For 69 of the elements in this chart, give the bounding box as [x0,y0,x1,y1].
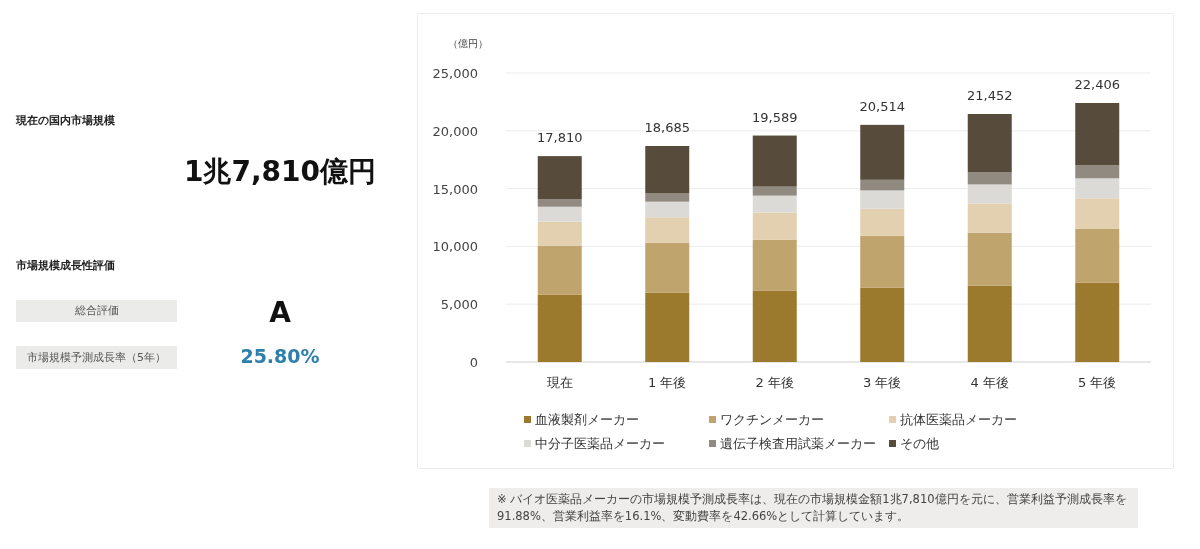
bar [645,201,690,218]
bar [537,156,582,200]
total-label: 19,589 [752,109,798,125]
legend-label: 遺伝子検査用試薬メーカー [720,436,876,451]
total-label: 18,685 [644,120,690,135]
bar [967,172,1012,185]
bar [645,192,690,202]
bar [860,190,905,209]
bar [1075,178,1120,199]
bar [967,232,1012,286]
bar [537,221,582,246]
total-label: 20,514 [859,98,905,114]
legend-label: その他 [900,436,939,451]
y-tick-label: 5,000 [440,297,478,313]
x-tick-label: 2 年後 [755,375,794,390]
text: 25.80% [239,345,321,367]
text: 総合評価 [16,300,177,322]
bar [860,208,905,236]
legend-label: ワクチンメーカー [720,412,824,427]
total-label: 21,452 [967,88,1013,104]
legend-label: 血液製剤メーカー [535,412,639,427]
bar [860,179,905,191]
bar [752,195,797,213]
total-label: 17,810 [537,130,583,146]
y-tick-label: 20,000 [432,123,478,139]
x-tick-label: 1 年後 [648,375,687,390]
text: 現在の国内市場規模 [16,113,116,128]
x-tick-label: 4 年後 [970,375,1009,390]
bar [1075,102,1120,166]
bar [537,199,582,207]
bar [537,294,582,362]
y-axis-title: （億円） [448,38,488,49]
bar [1075,282,1120,362]
x-tick-label: 5 年後 [1078,375,1117,390]
y-tick-label: 10,000 [432,239,478,255]
text: 1兆7,810億円 [182,154,378,190]
bar [537,206,582,222]
bar [752,186,797,196]
bar [752,239,797,291]
x-tick-label: 現在 [546,375,573,390]
bar [752,135,797,187]
y-tick-label: 25,000 [432,66,478,81]
bar [752,290,797,362]
bar [967,184,1012,204]
legend-label: 抗体医薬品メーカー [900,412,1017,427]
bar [860,124,905,180]
text: ※ バイオ医薬品メーカーの市場規模予測成長率は、現在の市場規模金額1兆7,810億円を元に、営業利益予測成長率を91.88%、営業利益率を16.1%、変動費率を42.66%として計算しています。 [489,488,1138,528]
x-tick-label: 3 年後 [863,375,902,390]
text: A [268,296,292,329]
bar [967,285,1012,362]
bar [967,114,1012,173]
bar [860,287,905,362]
text: 市場規模成長性評価 [16,258,116,273]
bar [1075,165,1120,179]
bar [1075,228,1120,283]
bar [645,242,690,293]
total-label: 22,406 [1074,76,1120,92]
bar [860,235,905,288]
y-tick-label: 0 [469,355,478,370]
text: 市場規模予測成長率（5年） [16,346,177,369]
legend-label: 中分子医薬品メーカー [535,436,665,451]
bar [645,146,690,193]
bar [967,203,1012,233]
bar [537,245,582,295]
y-tick-label: 15,000 [432,181,478,197]
bar [752,212,797,240]
bar [645,292,690,362]
bar [1075,198,1120,229]
bar [645,217,690,243]
